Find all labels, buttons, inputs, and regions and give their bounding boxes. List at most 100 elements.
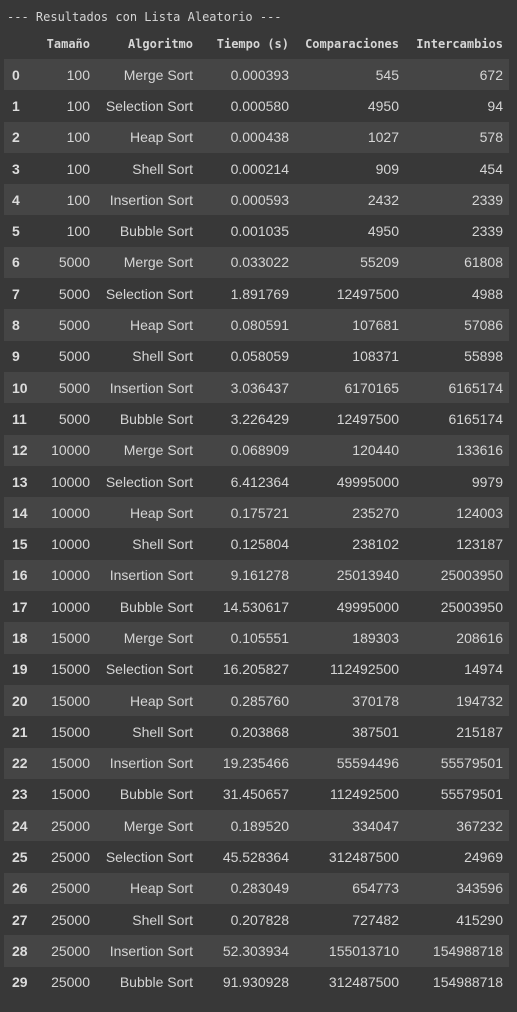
- cell-comparisons: 312487500: [328, 849, 399, 866]
- row-index: 25: [12, 849, 28, 866]
- table-row: 23 15000 Bubble Sort 31.450657 112492500 5557…: [4, 778, 509, 811]
- row-index: 3: [12, 160, 20, 177]
- cell-swaps: 6165174: [448, 379, 503, 396]
- cell-time: 9.161278: [230, 567, 289, 584]
- table-row: 27 25000 Shell Sort 0.207828 727482 415290: [4, 904, 509, 936]
- results-table: Tamaño Algoritmo Tiempo (s) Comparacione…: [4, 28, 509, 998]
- cell-size: 10000: [51, 473, 90, 490]
- cell-algorithm: Selection Sort: [105, 661, 193, 678]
- cell-algorithm: Heap Sort: [129, 880, 193, 897]
- cell-comparisons: 107681: [352, 317, 399, 334]
- cell-swaps: 578: [479, 129, 503, 146]
- cell-time: 0.058059: [230, 348, 289, 365]
- table-row: 19 15000 Selection Sort 16.205827 112492500 1…: [4, 653, 509, 685]
- cell-size: 10000: [51, 567, 90, 584]
- cell-time: 0.203868: [230, 723, 289, 740]
- cell-size: 100: [66, 191, 90, 208]
- cell-size: 15000: [51, 692, 90, 709]
- cell-algorithm: Heap Sort: [129, 317, 193, 334]
- cell-algorithm: Shell Sort: [132, 160, 193, 177]
- cell-algorithm: Shell Sort: [132, 911, 193, 928]
- table-row: 18 15000 Merge Sort 0.105551 189303 208616: [4, 622, 509, 654]
- cell-comparisons: 155013710: [328, 942, 399, 959]
- cell-swaps: 194732: [456, 692, 503, 709]
- cell-size: 5000: [58, 285, 90, 302]
- cell-algorithm: Merge Sort: [123, 817, 193, 834]
- cell-algorithm: Shell Sort: [132, 348, 193, 365]
- cell-time: 0.000593: [230, 191, 289, 208]
- table-row: 1 100 Selection Sort 0.000580 4950 94: [4, 90, 509, 122]
- row-index: 22: [12, 755, 28, 772]
- row-index: 5: [12, 223, 20, 240]
- cell-algorithm: Merge Sort: [123, 442, 193, 459]
- cell-algorithm: Merge Sort: [123, 254, 193, 271]
- cell-comparisons: 235270: [352, 504, 399, 521]
- cell-time: 0.068909: [230, 442, 289, 459]
- cell-size: 15000: [51, 786, 90, 803]
- cell-time: 0.000438: [230, 129, 289, 146]
- cell-time: 52.303934: [222, 942, 289, 959]
- table-row: 25 25000 Selection Sort 45.528364 312487500 2…: [4, 841, 509, 873]
- row-index: 28: [12, 942, 28, 959]
- cell-swaps: 55579501: [440, 755, 503, 772]
- table-row: 21 15000 Shell Sort 0.203868 387501 215187: [4, 716, 509, 748]
- cell-size: 25000: [51, 849, 90, 866]
- cell-time: 1.891769: [230, 285, 289, 302]
- table-row: 3 100 Shell Sort 0.000214 909 454: [4, 152, 509, 185]
- cell-algorithm: Heap Sort: [129, 504, 193, 521]
- table-row: 9 5000 Shell Sort 0.058059 108371 55898: [4, 340, 509, 372]
- cell-size: 5000: [58, 379, 90, 396]
- cell-size: 100: [66, 223, 90, 240]
- cell-swaps: 154988718: [432, 942, 503, 959]
- cell-time: 6.412364: [230, 473, 289, 490]
- row-index: 11: [12, 410, 27, 427]
- cell-comparisons: 370178: [352, 692, 399, 709]
- header-algorithm: Algoritmo: [127, 36, 193, 51]
- cell-comparisons: 6170165: [344, 379, 399, 396]
- cell-comparisons: 2432: [367, 191, 399, 208]
- row-index: 8: [12, 317, 20, 334]
- cell-size: 25000: [51, 974, 90, 991]
- cell-time: 0.285760: [230, 692, 289, 709]
- row-index: 23: [12, 786, 28, 803]
- cell-algorithm: Shell Sort: [132, 536, 193, 553]
- cell-comparisons: 12497500: [336, 285, 399, 302]
- cell-time: 0.000393: [230, 66, 289, 83]
- row-index: 20: [12, 692, 28, 709]
- cell-swaps: 25003950: [440, 598, 503, 615]
- cell-comparisons: 909: [375, 160, 399, 177]
- cell-algorithm: Selection Sort: [105, 97, 193, 114]
- cell-comparisons: 4950: [367, 223, 399, 240]
- cell-algorithm: Heap Sort: [129, 129, 193, 146]
- cell-algorithm: Shell Sort: [132, 723, 193, 740]
- cell-size: 5000: [58, 410, 90, 427]
- cell-algorithm: Selection Sort: [105, 473, 193, 490]
- cell-algorithm: Merge Sort: [123, 66, 193, 83]
- cell-swaps: 154988718: [432, 974, 503, 991]
- row-index: 10: [12, 379, 28, 396]
- cell-algorithm: Selection Sort: [105, 849, 193, 866]
- cell-size: 100: [66, 97, 90, 114]
- header-swaps: Intercambios: [416, 36, 503, 51]
- table-row: 8 5000 Heap Sort 0.080591 107681 57086: [4, 309, 509, 341]
- cell-time: 0.283049: [230, 880, 289, 897]
- row-index: 19: [12, 661, 28, 678]
- cell-time: 0.125804: [230, 536, 289, 553]
- cell-comparisons: 112492500: [329, 661, 399, 678]
- cell-swaps: 9979: [471, 473, 503, 490]
- row-index: 21: [12, 723, 28, 740]
- row-index: 0: [12, 66, 20, 83]
- table-row: 6 5000 Merge Sort 0.033022 55209 61808: [4, 246, 509, 279]
- header-time: Tiempo (s): [216, 36, 289, 51]
- cell-size: 5000: [58, 317, 90, 334]
- cell-size: 5000: [58, 348, 90, 365]
- row-index: 15: [12, 536, 28, 553]
- table-row: 24 25000 Merge Sort 0.189520 334047 367232: [4, 810, 509, 842]
- cell-swaps: 55579501: [440, 786, 503, 803]
- row-index: 12: [12, 442, 28, 459]
- cell-swaps: 133616: [456, 442, 503, 459]
- cell-swaps: 415290: [456, 911, 503, 928]
- row-index: 7: [12, 285, 20, 302]
- cell-size: 25000: [51, 911, 90, 928]
- cell-size: 15000: [51, 723, 90, 740]
